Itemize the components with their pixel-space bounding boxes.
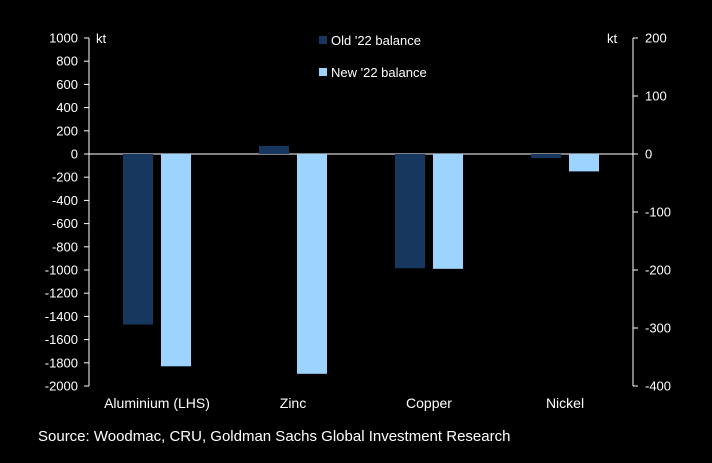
bar xyxy=(569,154,599,172)
right-tick-label: 200 xyxy=(645,31,667,46)
axes: 10008006004002000-200-400-600-800-1000-1… xyxy=(45,31,671,394)
left-tick-label: -400 xyxy=(52,193,78,208)
bar xyxy=(259,145,289,154)
left-tick-label: 800 xyxy=(56,54,78,69)
left-tick-label: -2000 xyxy=(45,379,78,394)
left-tick-label: -1800 xyxy=(45,355,78,370)
bar xyxy=(161,154,191,367)
left-tick-label: 200 xyxy=(56,123,78,138)
left-tick-label: -1600 xyxy=(45,332,78,347)
left-axis-unit: kt xyxy=(96,31,107,46)
legend-swatch xyxy=(319,68,327,76)
bars xyxy=(123,145,599,374)
source-note: Source: Woodmac, CRU, Goldman Sachs Glob… xyxy=(38,428,511,445)
left-tick-label: -600 xyxy=(52,216,78,231)
left-tick-label: -1000 xyxy=(45,263,78,278)
labels: Aluminium (LHS) Zinc Copper Nickel xyxy=(104,395,584,411)
left-tick-label: -800 xyxy=(52,239,78,254)
category-label: Nickel xyxy=(546,395,584,411)
right-axis-unit: kt xyxy=(607,31,618,46)
left-tick-label: 1000 xyxy=(49,31,78,46)
category-label: Aluminium (LHS) xyxy=(104,395,210,411)
left-tick-label: 0 xyxy=(71,147,78,162)
right-tick-label: -400 xyxy=(645,379,671,394)
legend-swatch xyxy=(319,36,327,44)
right-tick-label: -200 xyxy=(645,263,671,278)
right-tick-label: -100 xyxy=(645,205,671,220)
right-tick-label: 100 xyxy=(645,89,667,104)
category-label: Copper xyxy=(406,395,452,411)
left-tick-label: -1400 xyxy=(45,309,78,324)
right-tick-label: 0 xyxy=(645,147,652,162)
category-label: Zinc xyxy=(280,395,306,411)
legend-label: Old '22 balance xyxy=(331,33,421,48)
left-tick-label: -200 xyxy=(52,170,78,185)
balance-chart: 10008006004002000-200-400-600-800-1000-1… xyxy=(45,31,671,412)
legend: Old '22 balance New '22 balance xyxy=(319,33,427,80)
bar xyxy=(395,154,425,269)
bar xyxy=(531,154,561,159)
bar xyxy=(123,154,153,325)
bar xyxy=(433,154,463,269)
left-tick-label: -1200 xyxy=(45,286,78,301)
right-tick-label: -300 xyxy=(645,321,671,336)
bar xyxy=(297,154,327,374)
legend-label: New '22 balance xyxy=(331,65,427,80)
left-tick-label: 400 xyxy=(56,100,78,115)
left-tick-label: 600 xyxy=(56,77,78,92)
